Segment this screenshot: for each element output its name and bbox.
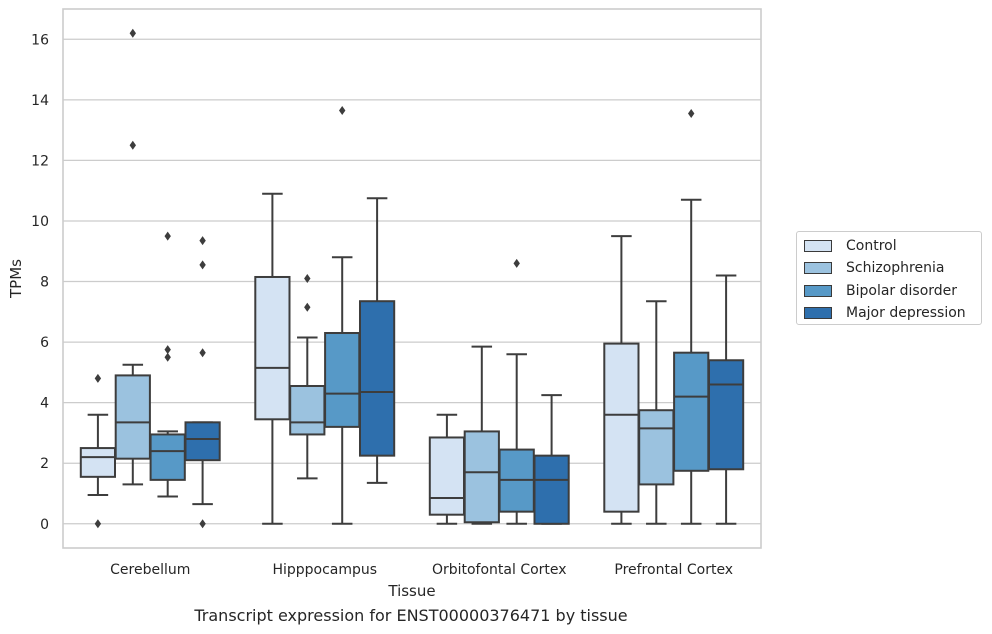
- y-tick-label: 2: [40, 456, 49, 472]
- box-iqr: [707, 359, 745, 471]
- outlier-point: [304, 274, 311, 283]
- series-major-depression: [184, 197, 745, 529]
- x-tick-label: Orbitofontal Cortex: [432, 562, 567, 578]
- box-iqr: [149, 433, 186, 481]
- box-iqr: [184, 421, 221, 462]
- y-axis-label: TPMs: [7, 259, 25, 299]
- plot-area: [62, 8, 762, 549]
- x-axis-label: Tissue: [387, 582, 435, 600]
- outlier-point: [129, 28, 136, 38]
- legend-item: Control: [804, 236, 897, 256]
- box: [149, 231, 186, 498]
- box: [358, 197, 396, 484]
- x-tick-label: Hipppocampus: [272, 562, 377, 578]
- box-iqr: [463, 430, 500, 524]
- outlier-point: [199, 519, 206, 529]
- box: [498, 258, 535, 525]
- outlier-point: [129, 140, 136, 150]
- legend-item: Bipolar disorder: [804, 281, 957, 301]
- outlier-point: [94, 519, 102, 529]
- box-iqr: [289, 384, 326, 436]
- outlier-point: [199, 236, 206, 246]
- box-iqr: [358, 300, 396, 457]
- legend: Control Schizophrenia Bipolar disorder Majo…: [796, 231, 982, 325]
- box: [79, 373, 117, 529]
- box-iqr: [324, 332, 361, 428]
- outlier-point: [513, 258, 520, 268]
- box: [533, 394, 570, 525]
- outlier-point: [164, 231, 171, 241]
- outlier-point: [688, 108, 695, 118]
- box: [428, 413, 466, 525]
- chart-caption: Transcript expression for ENST0000037647…: [194, 606, 628, 625]
- box: [603, 235, 640, 525]
- y-tick-label: 0: [40, 517, 49, 533]
- box: [289, 274, 326, 480]
- box: [707, 274, 745, 525]
- x-tick-label: Prefrontal Cortex: [614, 562, 733, 578]
- outlier-point: [304, 302, 311, 312]
- y-tick-label: 4: [40, 396, 49, 412]
- box-iqr: [254, 275, 291, 421]
- box: [324, 105, 361, 525]
- box-iqr: [114, 374, 151, 460]
- box-iqr: [638, 409, 675, 486]
- legend-item: Major depression: [804, 303, 966, 323]
- outlier-point: [164, 345, 171, 355]
- box-series: [79, 28, 745, 529]
- box: [463, 345, 500, 525]
- outlier-point: [199, 348, 206, 358]
- legend-item: Schizophrenia: [804, 258, 944, 278]
- box: [184, 236, 221, 529]
- box-iqr: [533, 454, 570, 525]
- series-control: [79, 192, 640, 529]
- box: [254, 192, 291, 525]
- box-iqr: [673, 351, 710, 472]
- series-schizophrenia: [114, 28, 675, 525]
- box-iqr: [603, 342, 640, 513]
- outlier-point: [199, 260, 206, 270]
- legend-swatch: [804, 306, 832, 319]
- legend-label: Bipolar disorder: [846, 282, 958, 299]
- y-tick-label: 10: [31, 214, 49, 230]
- box-iqr: [79, 447, 117, 478]
- legend-swatch: [804, 262, 832, 275]
- legend-label: Control: [846, 238, 897, 254]
- y-tick-label: 16: [31, 32, 49, 48]
- box: [638, 300, 675, 525]
- box-iqr: [428, 436, 466, 516]
- series-bipolar-disorder: [149, 105, 710, 525]
- legend-swatch: [804, 284, 832, 297]
- outlier-point: [94, 373, 102, 383]
- x-axis-ticks: Cerebellum Hipppocampus Orbitofontal Corte…: [110, 562, 733, 578]
- y-tick-label: 8: [40, 275, 49, 291]
- outlier-point: [339, 105, 346, 115]
- box: [114, 28, 151, 486]
- y-tick-label: 12: [31, 153, 49, 169]
- outlier-point: [164, 352, 171, 362]
- legend-swatch: [804, 240, 832, 252]
- y-tick-label: 14: [31, 93, 49, 109]
- box: [673, 108, 710, 525]
- x-tick-label: Cerebellum: [110, 562, 190, 578]
- y-axis-ticks: 0 2 4 6 8 10 12 14 16: [31, 32, 49, 532]
- legend-label: Schizophrenia: [846, 260, 945, 277]
- legend-label: Major depression: [846, 304, 966, 321]
- y-tick-label: 6: [40, 335, 49, 351]
